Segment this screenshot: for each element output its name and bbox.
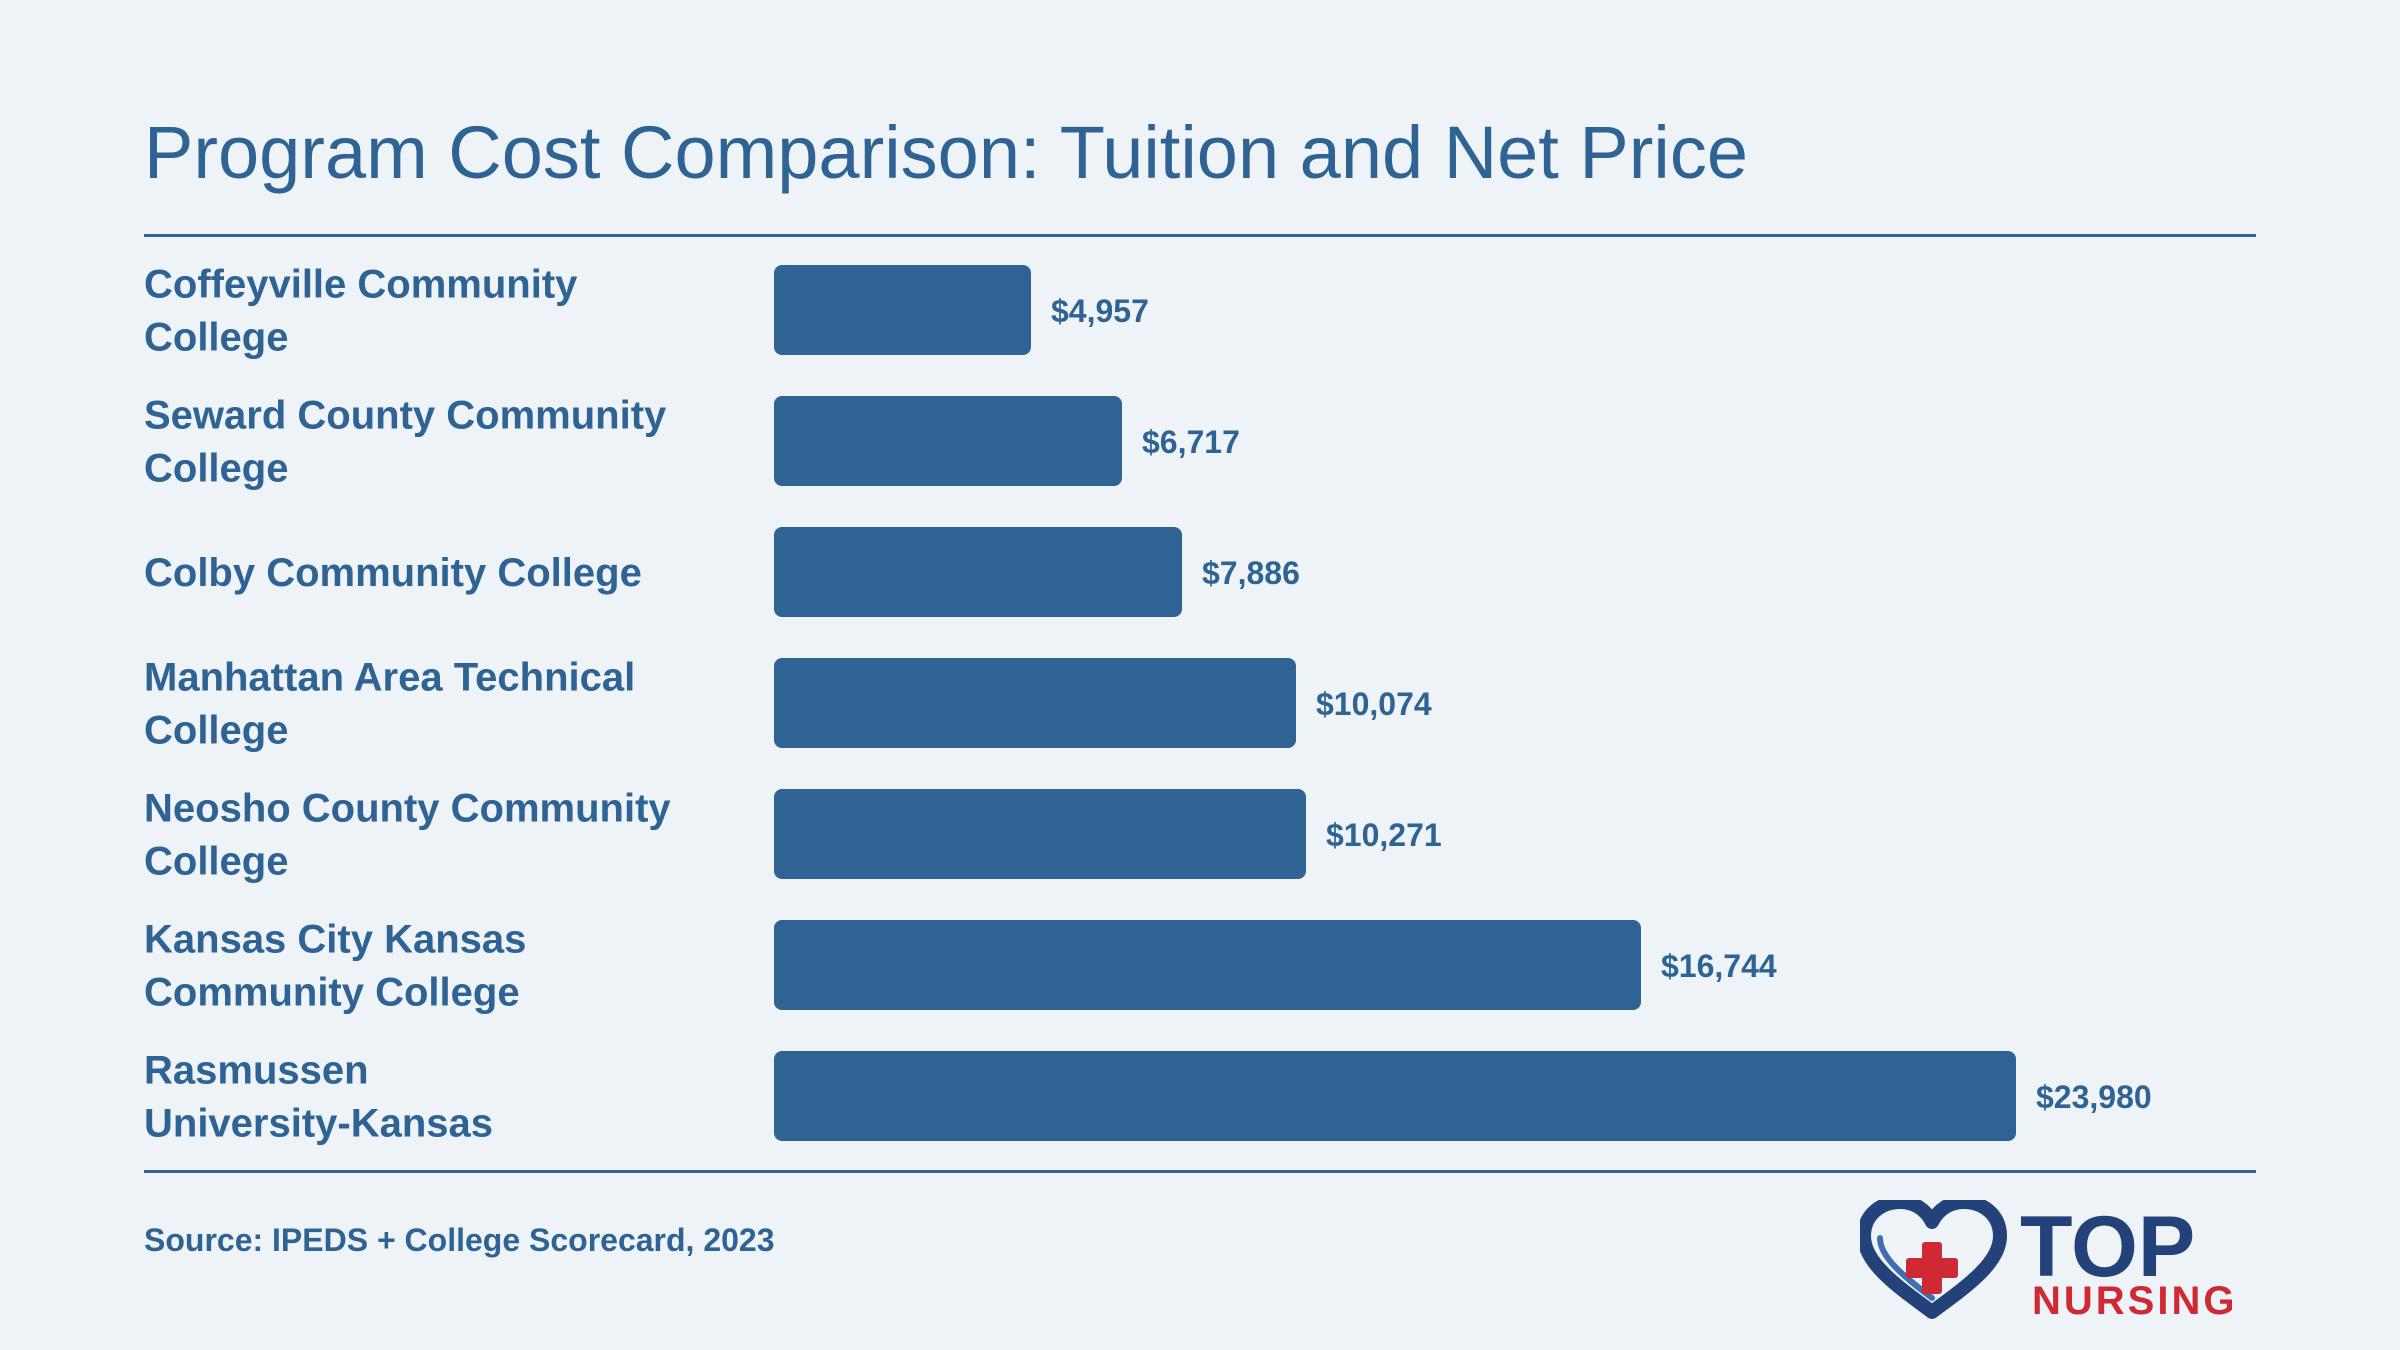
- bar-value-label: $16,744: [1661, 948, 1777, 984]
- bar-value-label: $10,074: [1316, 686, 1432, 722]
- category-label: Seward County Community College: [144, 394, 667, 491]
- category-label: Rasmussen University-Kansas: [144, 1049, 493, 1146]
- bar-value-label: $10,271: [1326, 817, 1442, 853]
- category-label-line: University-Kansas: [144, 1102, 493, 1146]
- category-label-line: College: [144, 316, 288, 360]
- category-label-line: Rasmussen: [144, 1049, 369, 1093]
- source-note: Source: IPEDS + College Scorecard, 2023: [144, 1222, 775, 1258]
- category-label: Colby Community College: [144, 551, 642, 595]
- category-label: Coffeyville Community College: [144, 263, 578, 360]
- top-nursing-logo: TOP NURSING: [1860, 1200, 2237, 1320]
- bottom-divider: [144, 1170, 2256, 1173]
- category-label-line: Colby Community College: [144, 551, 642, 595]
- category-label-line: College: [144, 840, 288, 884]
- logo-text-top: TOP: [2020, 1200, 2195, 1295]
- category-label: Manhattan Area Technical College: [144, 656, 635, 753]
- bar: [774, 789, 1306, 879]
- heart-plus-icon: [1860, 1200, 2007, 1319]
- category-label-line: Coffeyville Community: [144, 263, 578, 307]
- bar-value-label: $7,886: [1202, 555, 1300, 591]
- category-label-line: Seward County Community: [144, 394, 667, 438]
- bar-value-label: $6,717: [1142, 424, 1240, 460]
- category-label-line: Kansas City Kansas: [144, 918, 526, 962]
- bar-value-label: $4,957: [1051, 293, 1149, 329]
- category-label-line: Neosho County Community: [144, 787, 671, 831]
- bar: [774, 265, 1031, 355]
- page-title: Program Cost Comparison: Tuition and Net…: [144, 111, 1749, 194]
- category-label: Kansas City Kansas Community College: [144, 918, 526, 1015]
- category-label-line: College: [144, 447, 288, 491]
- bar: [774, 396, 1122, 486]
- bar: [774, 527, 1182, 617]
- bar: [774, 658, 1296, 748]
- category-label-line: College: [144, 709, 288, 753]
- category-label: Neosho County Community College: [144, 787, 671, 884]
- bar-value-label: $23,980: [2036, 1079, 2152, 1115]
- bar: [774, 1051, 2016, 1141]
- category-label-line: Manhattan Area Technical: [144, 656, 635, 700]
- category-label-line: Community College: [144, 971, 520, 1015]
- logo-text-bottom: NURSING: [2032, 1279, 2237, 1320]
- bar: [774, 920, 1641, 1010]
- top-divider: [144, 234, 2256, 237]
